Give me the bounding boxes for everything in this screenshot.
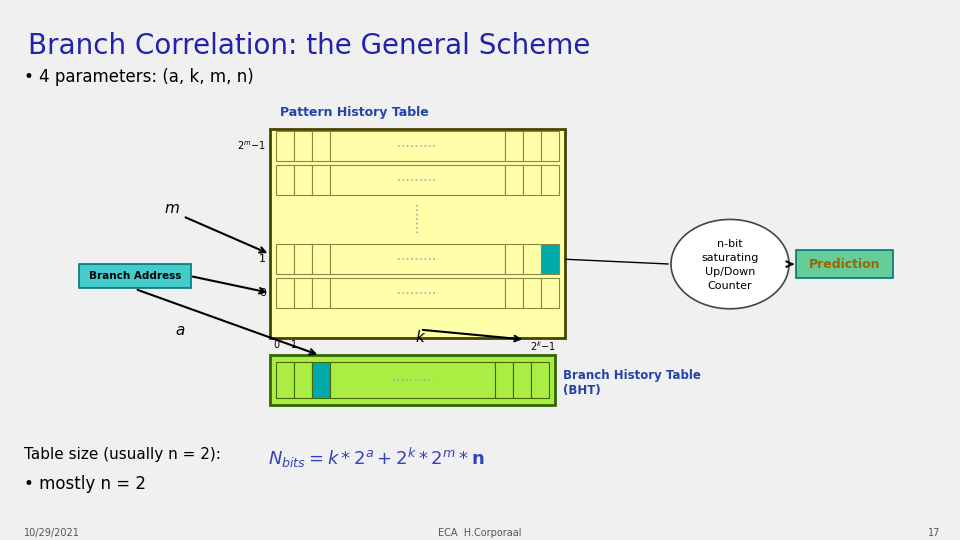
Bar xyxy=(276,244,294,274)
FancyBboxPatch shape xyxy=(79,264,191,288)
Bar xyxy=(330,362,495,398)
Bar xyxy=(541,244,559,274)
Text: 1: 1 xyxy=(291,340,297,349)
Text: Branch History Table: Branch History Table xyxy=(563,369,701,382)
Bar xyxy=(541,131,559,161)
Text: k: k xyxy=(416,330,424,345)
Text: Up/Down: Up/Down xyxy=(705,267,756,277)
Text: Branch Correlation: the General Scheme: Branch Correlation: the General Scheme xyxy=(28,32,590,60)
Text: Table size (usually n = 2):: Table size (usually n = 2): xyxy=(24,447,221,462)
Bar xyxy=(294,362,312,398)
Text: saturating: saturating xyxy=(702,253,758,263)
Text: 1: 1 xyxy=(259,254,266,264)
Bar xyxy=(505,165,523,194)
Bar xyxy=(330,165,505,194)
Text: Branch Address: Branch Address xyxy=(89,271,181,281)
Bar xyxy=(505,244,523,274)
Bar xyxy=(523,278,541,308)
Text: a: a xyxy=(175,323,184,338)
Bar xyxy=(505,131,523,161)
Bar xyxy=(294,165,312,194)
Text: Pattern History Table: Pattern History Table xyxy=(280,106,429,119)
FancyBboxPatch shape xyxy=(796,250,893,278)
Bar xyxy=(330,278,505,308)
Text: m: m xyxy=(164,201,179,216)
Text: • mostly n = 2: • mostly n = 2 xyxy=(24,475,146,492)
Text: 10/29/2021: 10/29/2021 xyxy=(24,528,80,538)
Text: ECA  H.Corporaal: ECA H.Corporaal xyxy=(439,528,521,538)
Text: 0: 0 xyxy=(273,340,279,349)
Bar xyxy=(294,244,312,274)
Ellipse shape xyxy=(671,219,789,309)
Bar xyxy=(276,278,294,308)
Bar xyxy=(513,362,531,398)
Bar xyxy=(505,278,523,308)
Bar xyxy=(531,362,549,398)
Bar xyxy=(312,278,330,308)
Bar xyxy=(541,278,559,308)
Bar xyxy=(312,362,330,398)
Bar xyxy=(330,244,505,274)
Text: 17: 17 xyxy=(927,528,940,538)
Bar xyxy=(541,165,559,194)
Bar xyxy=(276,362,294,398)
Text: • 4 parameters: (a, k, m, n): • 4 parameters: (a, k, m, n) xyxy=(24,68,253,85)
Bar xyxy=(312,165,330,194)
Bar xyxy=(523,244,541,274)
Text: 0: 0 xyxy=(259,288,266,298)
Text: Counter: Counter xyxy=(708,281,753,291)
Bar xyxy=(312,244,330,274)
Bar xyxy=(270,129,565,338)
Bar xyxy=(495,362,513,398)
Bar xyxy=(276,165,294,194)
Text: $2^k$$-$1: $2^k$$-$1 xyxy=(530,340,556,353)
Bar xyxy=(294,278,312,308)
Text: Prediction: Prediction xyxy=(808,258,880,271)
Bar xyxy=(330,131,505,161)
Bar xyxy=(523,131,541,161)
Bar xyxy=(523,165,541,194)
Text: $2^m$$-$1: $2^m$$-$1 xyxy=(237,140,266,152)
Text: n-bit: n-bit xyxy=(717,239,743,249)
Bar xyxy=(270,355,555,405)
Text: $N_{bits}$$ = k * 2^a + 2^k * 2^m *$$\mathbf{n}$: $N_{bits}$$ = k * 2^a + 2^k * 2^m *$$\ma… xyxy=(268,446,485,470)
Bar xyxy=(312,131,330,161)
Bar xyxy=(276,131,294,161)
Bar xyxy=(294,131,312,161)
Text: (BHT): (BHT) xyxy=(563,384,601,397)
